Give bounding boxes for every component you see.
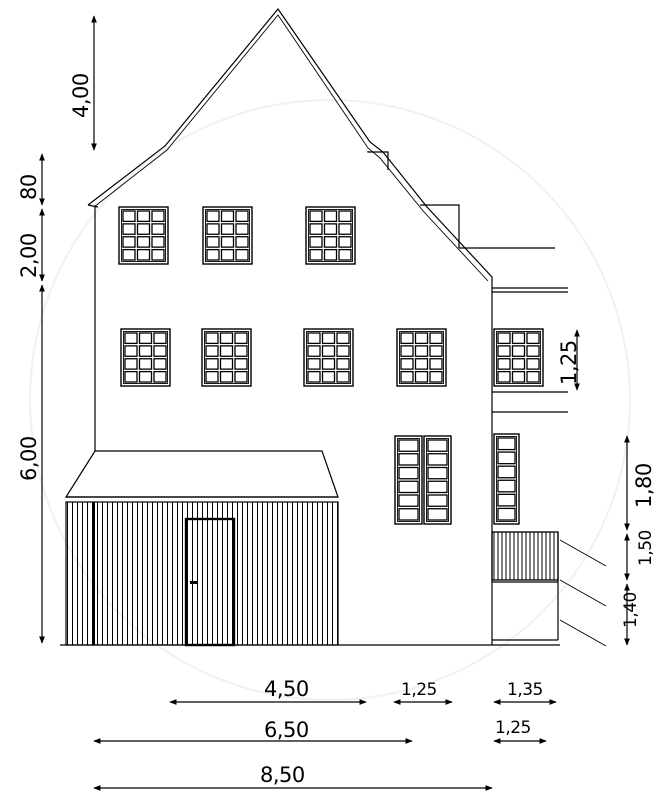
window bbox=[120, 328, 171, 387]
dim-label-width-125-a: 1,25 bbox=[401, 680, 437, 700]
window bbox=[394, 435, 423, 525]
door-handle bbox=[190, 581, 197, 584]
window bbox=[493, 433, 520, 525]
right-dimensions bbox=[574, 329, 630, 646]
window bbox=[118, 206, 169, 265]
dim-label-width-125-b: 1,25 bbox=[495, 718, 531, 738]
shed-extension bbox=[64, 450, 339, 647]
middle-windows bbox=[120, 328, 544, 387]
dim-label-right-middle: 1,50 bbox=[636, 530, 656, 566]
window bbox=[493, 328, 544, 387]
bottom-dimensions bbox=[93, 699, 557, 791]
window bbox=[396, 328, 447, 387]
dim-label-upper-story: 2,00 bbox=[17, 233, 41, 278]
lower-windows bbox=[394, 433, 520, 525]
window bbox=[201, 328, 252, 387]
dim-label-side-window: 1,25 bbox=[557, 340, 581, 385]
left-dimensions bbox=[39, 15, 97, 644]
window bbox=[303, 328, 354, 387]
balcony-railing bbox=[491, 531, 559, 581]
dim-label-attic-knee: 80 bbox=[17, 174, 41, 200]
dim-label-width-135: 1,35 bbox=[507, 680, 543, 700]
dim-label-lower-stories: 6,00 bbox=[17, 436, 41, 481]
right-annex bbox=[459, 247, 607, 647]
dim-label-width-850: 8,50 bbox=[260, 763, 305, 787]
dim-label-right-lower: 1,40 bbox=[621, 592, 641, 628]
dim-label-width-450: 4,50 bbox=[264, 677, 309, 701]
dim-label-right-upper: 1,80 bbox=[632, 463, 656, 508]
window bbox=[202, 206, 253, 265]
dim-label-width-650: 6,50 bbox=[264, 718, 309, 742]
dim-label-roof: 4,00 bbox=[69, 73, 93, 118]
attic-windows bbox=[118, 206, 356, 265]
window bbox=[423, 435, 452, 525]
window bbox=[305, 206, 356, 265]
